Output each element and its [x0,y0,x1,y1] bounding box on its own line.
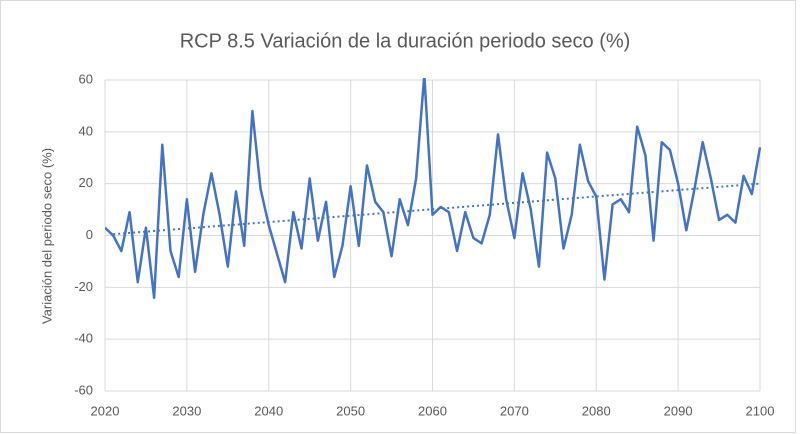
y-tick-label: 20 [79,175,93,190]
x-tick-label: 2050 [336,403,365,418]
y-tick-label: -20 [74,279,93,294]
plot-area [105,78,761,299]
chart-title: RCP 8.5 Variación de la duración periodo… [180,30,631,52]
y-tick-label: -40 [74,331,93,346]
x-tick-label: 2080 [582,403,611,418]
trend-line [113,182,761,236]
y-tick-label: 0 [86,227,93,242]
x-tick-label: 2040 [254,403,283,418]
y-tick-label: 40 [79,123,93,138]
y-tick-label: -60 [74,382,93,397]
x-tick-label: 2060 [418,403,447,418]
y-axis-label: Variación del periodo seco (%) [39,148,54,324]
x-tick-label: 2100 [746,403,775,418]
x-tick-label: 2090 [664,403,693,418]
y-tick-label: 60 [79,71,93,86]
x-tick-label: 2070 [500,403,529,418]
x-tick-label: 2020 [91,403,120,418]
data-line [105,78,761,299]
x-tick-label: 2030 [172,403,201,418]
